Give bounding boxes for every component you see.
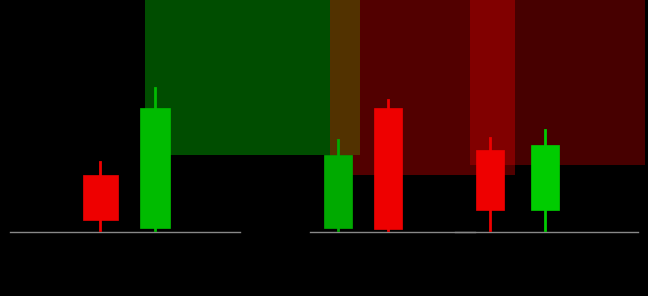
Bar	[324, 155, 352, 228]
Bar	[470, 0, 645, 165]
Bar	[531, 145, 559, 210]
Bar	[374, 108, 402, 229]
Bar	[476, 150, 504, 210]
Bar	[140, 108, 170, 228]
Bar	[145, 0, 360, 155]
Bar	[330, 0, 515, 175]
Bar	[82, 175, 117, 220]
